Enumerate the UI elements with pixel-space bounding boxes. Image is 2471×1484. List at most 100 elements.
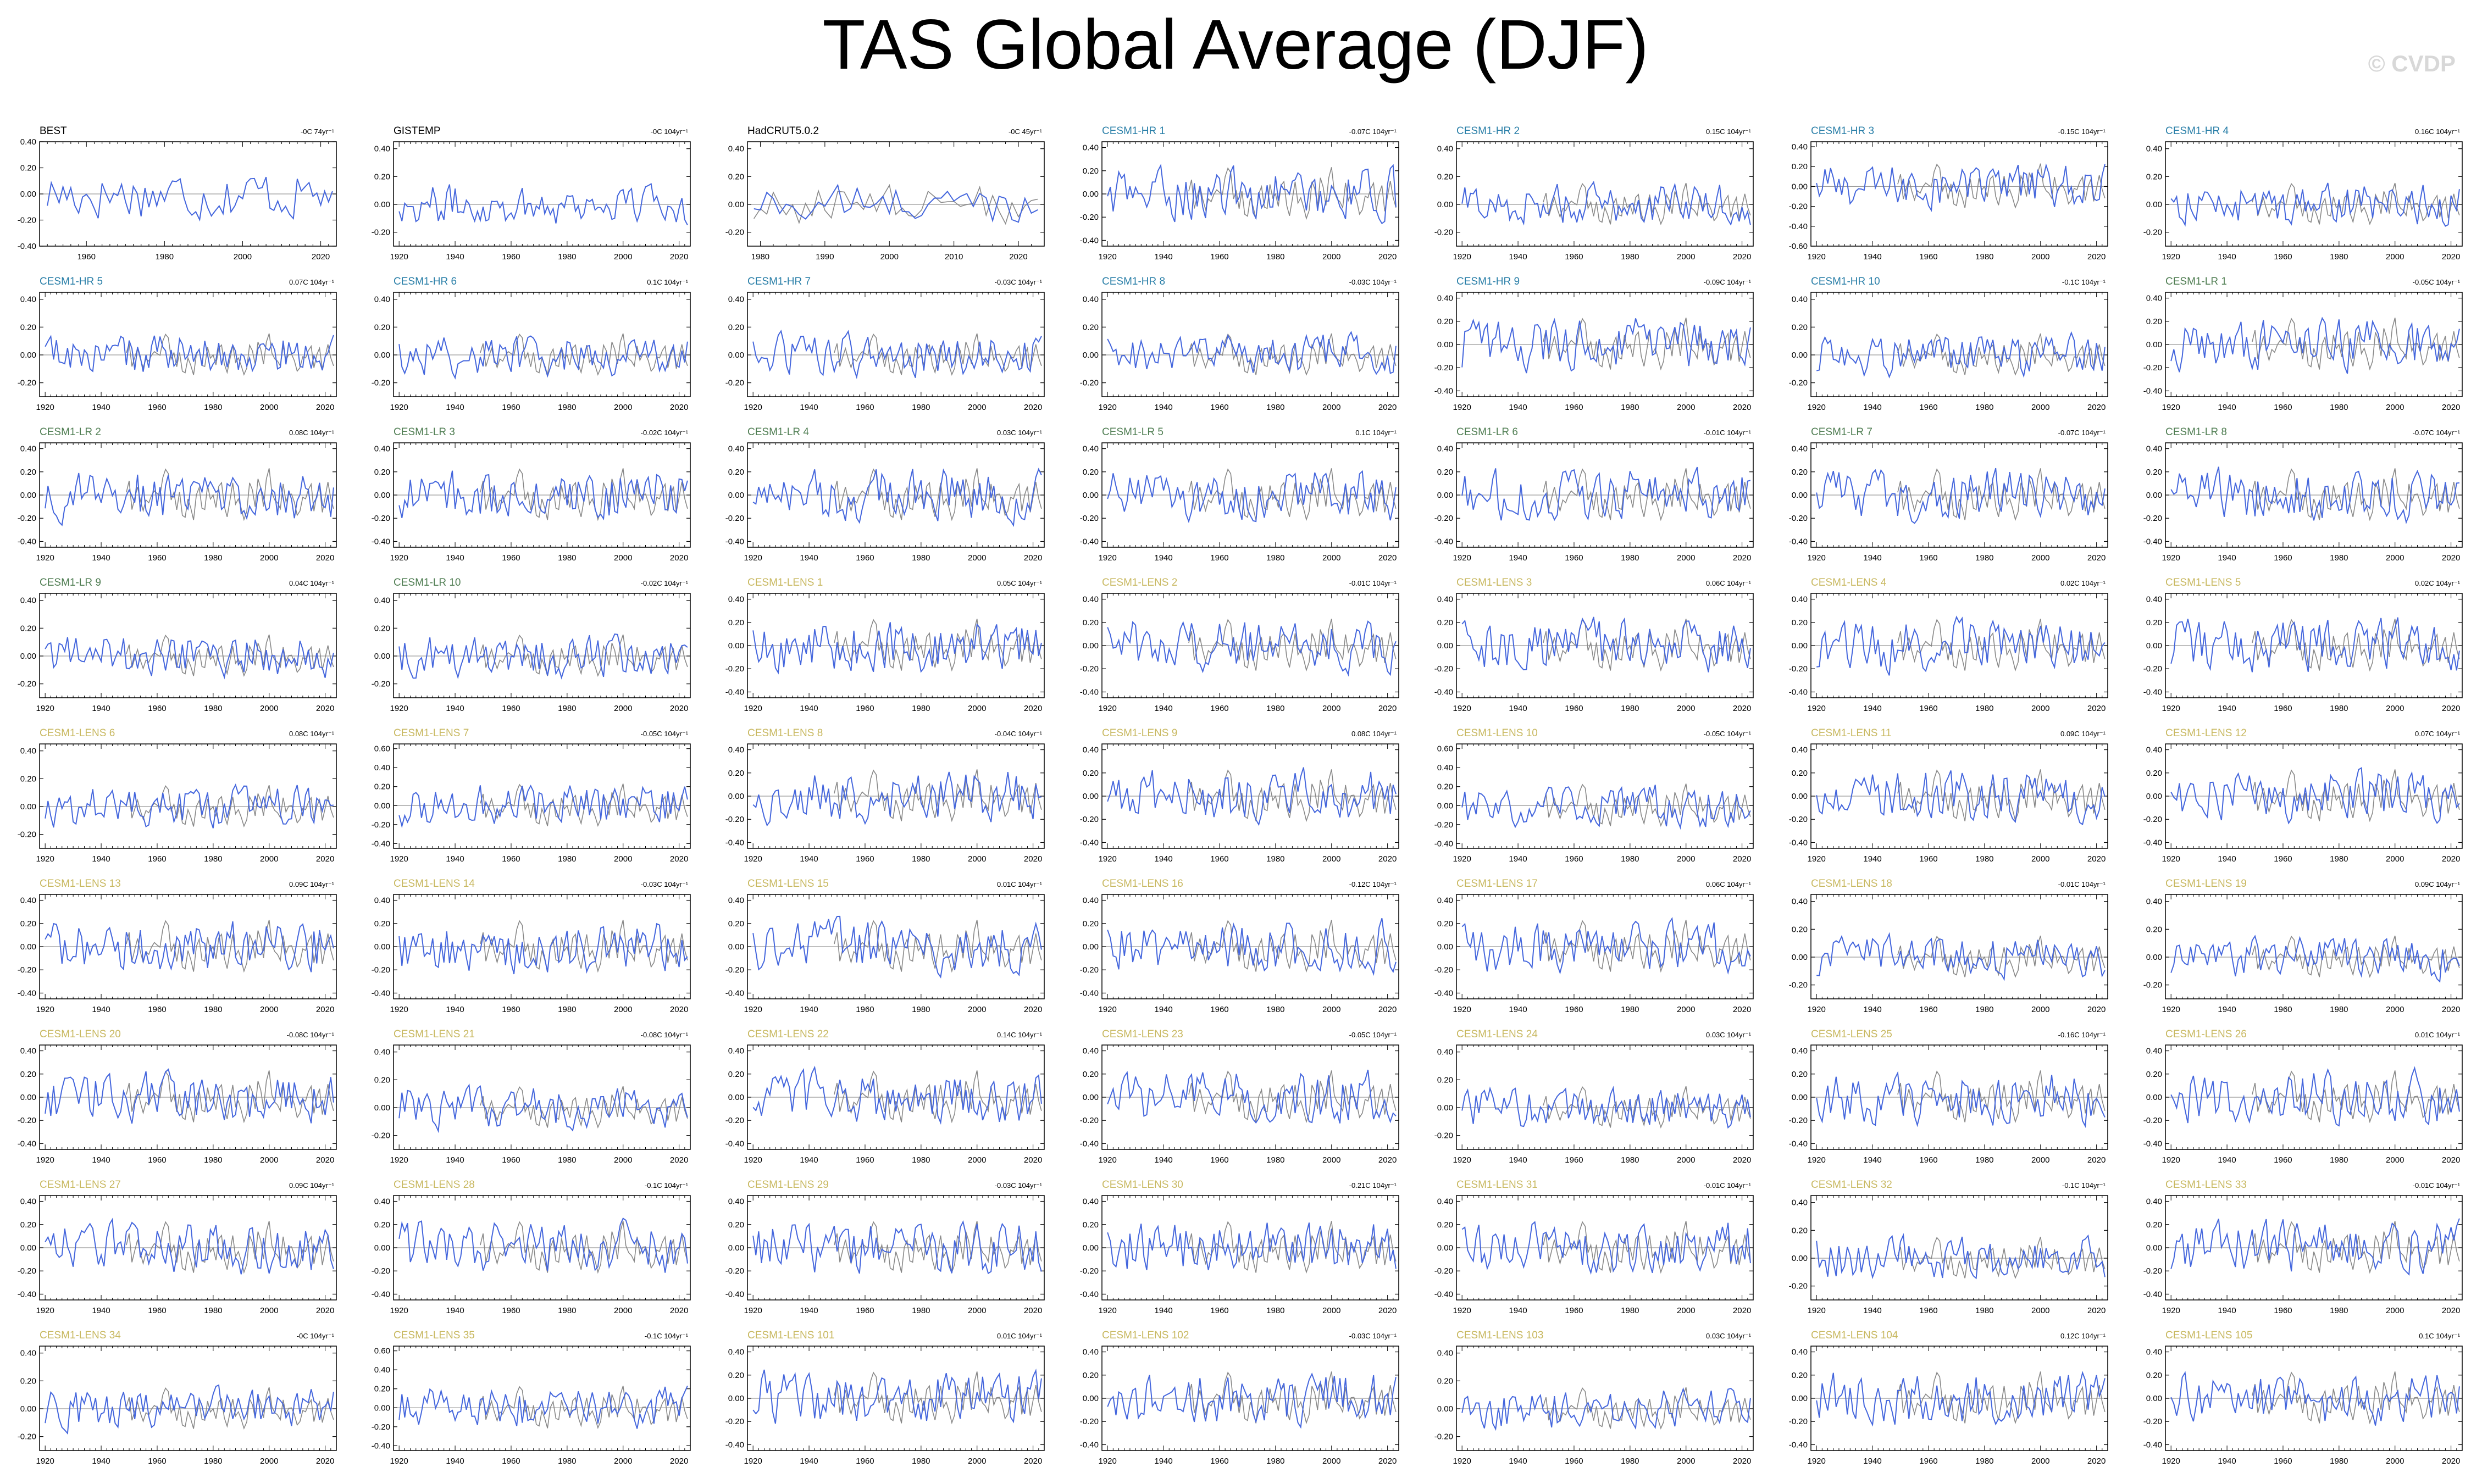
x-tick-label: 1940 xyxy=(1509,553,1527,563)
x-tick-label: 1960 xyxy=(856,403,874,412)
plot-frame xyxy=(1456,141,1754,247)
x-tick-label: 1960 xyxy=(1919,553,1937,563)
trend-label: -0C 45yr⁻¹ xyxy=(1009,127,1043,136)
series-line xyxy=(754,184,1038,223)
y-tick-label: 0.20 xyxy=(374,782,390,792)
x-tick-label: 1980 xyxy=(2330,704,2348,713)
y-tick-label: 0.40 xyxy=(1083,746,1099,755)
x-tick-label: 2020 xyxy=(2442,854,2460,864)
y-tick-label: 0.40 xyxy=(20,596,36,605)
y-tick-label: 0.20 xyxy=(1792,618,1808,627)
x-tick-label: 2000 xyxy=(260,403,278,412)
x-tick-label: 1920 xyxy=(36,553,54,563)
x-tick-label: 1940 xyxy=(1154,252,1172,262)
trend-label: 0.02C 104yr⁻¹ xyxy=(2060,579,2106,587)
x-tick-label: 1960 xyxy=(148,854,166,864)
x-tick-label: 2000 xyxy=(614,553,632,563)
x-tick-label: 2000 xyxy=(968,854,986,864)
x-tick-label: 2020 xyxy=(2087,553,2106,563)
y-tick-label: 0.40 xyxy=(728,595,744,604)
series-line xyxy=(45,335,334,373)
y-tick-label: 0.00 xyxy=(374,652,390,661)
x-tick-label: 1940 xyxy=(446,252,464,262)
trend-label: -0.03C 104yr⁻¹ xyxy=(641,880,689,888)
x-tick-label: 2000 xyxy=(880,252,899,262)
panel-label: CESM1-LR 7 xyxy=(1811,426,1872,438)
x-tick-label: 1980 xyxy=(1975,854,1993,864)
series-line xyxy=(1107,163,1397,225)
y-tick-label: 0.20 xyxy=(2146,769,2162,778)
panel-label: CESM1-HR 8 xyxy=(1102,276,1165,287)
x-tick-label: 2010 xyxy=(945,252,963,262)
x-tick-label: 1940 xyxy=(1863,553,1881,563)
panel-label: CESM1-LR 2 xyxy=(40,426,101,438)
x-tick-label: 1940 xyxy=(446,704,464,713)
panel-cesm1-lens-3: CESM1-LENS 3 0.06C 104yr⁻¹ 0.40 0.20 0.00 -0.… xyxy=(1434,577,1754,713)
y-tick-label: -0.20 xyxy=(372,228,390,237)
x-tick-label: 1980 xyxy=(558,854,576,864)
y-tick-label: -0.40 xyxy=(1789,537,1808,546)
series-line xyxy=(752,771,1042,827)
x-tick-label: 1920 xyxy=(390,1005,408,1014)
x-tick-label: 2000 xyxy=(1322,252,1340,262)
y-tick-label: 0.40 xyxy=(1437,444,1453,454)
x-tick-label: 1920 xyxy=(2162,403,2180,412)
series-line xyxy=(1816,331,2106,379)
y-tick-label: -0.40 xyxy=(1080,838,1099,847)
x-tick-label: 1940 xyxy=(2218,854,2236,864)
x-tick-label: 2020 xyxy=(670,403,688,412)
x-tick-label: 2020 xyxy=(670,854,688,864)
y-tick-label: 0.40 xyxy=(374,144,390,154)
x-tick-label: 1940 xyxy=(92,553,110,563)
y-tick-label: 0.60 xyxy=(1437,744,1453,754)
series-line xyxy=(2170,767,2460,825)
reference-series-line xyxy=(1897,333,2106,376)
x-tick-label: 1940 xyxy=(92,854,110,864)
x-tick-label: 1920 xyxy=(1099,403,1117,412)
y-tick-label: 0.20 xyxy=(1792,323,1808,332)
y-tick-label: -0.20 xyxy=(18,216,36,225)
x-tick-label: 2020 xyxy=(1024,704,1042,713)
x-tick-label: 1980 xyxy=(204,553,222,563)
panel-label: CESM1-HR 1 xyxy=(1102,125,1165,137)
series-line xyxy=(1107,331,1397,375)
x-tick-label: 2000 xyxy=(1677,252,1695,262)
y-tick-label: 0.40 xyxy=(1437,763,1453,772)
y-tick-label: 0.00 xyxy=(20,802,36,812)
panel-label: CESM1-HR 4 xyxy=(2165,125,2229,137)
y-tick-label: -0.20 xyxy=(1789,664,1808,674)
x-tick-label: 1940 xyxy=(446,1005,464,1014)
y-tick-label: -0.40 xyxy=(725,537,744,546)
trend-label: -0.07C 104yr⁻¹ xyxy=(2058,429,2106,437)
x-tick-label: 2000 xyxy=(2386,403,2404,412)
series-line xyxy=(45,473,334,526)
x-tick-label: 2000 xyxy=(260,704,278,713)
x-tick-label: 1960 xyxy=(1919,403,1937,412)
y-tick-label: -0.20 xyxy=(1789,379,1808,388)
x-tick-label: 1980 xyxy=(558,403,576,412)
x-tick-label: 1960 xyxy=(856,1005,874,1014)
panel-cesm1-lens-9: CESM1-LENS 9 0.08C 104yr⁻¹ 0.40 0.20 0.00 -0.… xyxy=(1080,727,1399,864)
panel-label: CESM1-LENS 1 xyxy=(747,577,823,588)
x-tick-label: 2020 xyxy=(670,553,688,563)
x-tick-label: 1940 xyxy=(92,704,110,713)
plot-frame xyxy=(747,292,1045,397)
x-tick-label: 2020 xyxy=(316,1005,334,1014)
x-tick-label: 2020 xyxy=(1733,403,1751,412)
panel-gistemp: GISTEMP -0C 104yr⁻¹ 0.40 0.20 0.00 -0.20 1920 1… xyxy=(372,125,691,262)
x-tick-label: 1980 xyxy=(204,704,222,713)
figure-title: TAS Global Average (DJF) xyxy=(0,4,2471,85)
x-tick-label: 2000 xyxy=(2031,403,2049,412)
x-tick-label: 1940 xyxy=(1509,854,1527,864)
trend-label: 0.16C 104yr⁻¹ xyxy=(2415,127,2461,136)
x-tick-label: 2020 xyxy=(1378,403,1397,412)
plot-frame xyxy=(747,141,1045,247)
x-tick-label: 1960 xyxy=(502,553,520,563)
plot-frame xyxy=(1101,292,1399,397)
x-tick-label: 1980 xyxy=(1975,553,1993,563)
y-tick-label: 0.00 xyxy=(1792,182,1808,191)
x-tick-label: 1960 xyxy=(1210,403,1228,412)
x-tick-label: 1960 xyxy=(148,1005,166,1014)
trend-label: -0.03C 104yr⁻¹ xyxy=(995,278,1043,286)
